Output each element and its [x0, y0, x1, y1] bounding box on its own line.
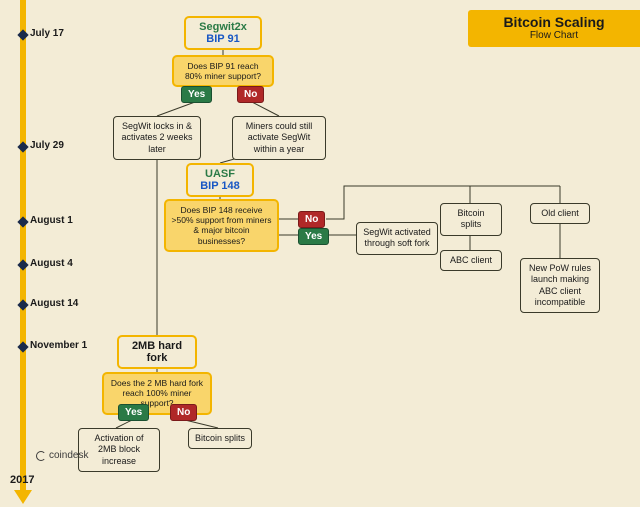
box-bitcoin-splits-2: Bitcoin splits: [188, 428, 252, 449]
event-code: BIP 148: [194, 180, 246, 192]
coindesk-icon: [36, 451, 46, 461]
box-softfork: SegWit activated through soft fork: [356, 222, 438, 255]
yes-badge: Yes: [181, 86, 212, 103]
box-bitcoin-splits: Bitcoin splits: [440, 203, 502, 236]
timeline-year: 2017: [10, 474, 34, 486]
timeline-label: August 1: [30, 215, 73, 226]
no-badge: No: [170, 404, 197, 421]
event-name: UASF: [194, 168, 246, 180]
box-new-pow: New PoW rules launch making ABC client i…: [520, 258, 600, 313]
event-name: Segwit2x: [192, 21, 254, 33]
timeline-label: November 1: [30, 340, 87, 351]
event-uasf: UASF BIP 148: [186, 163, 254, 197]
event-hardfork: 2MB hard fork: [117, 335, 197, 369]
timeline-label: July 29: [30, 140, 64, 151]
timeline-label: August 14: [30, 298, 78, 309]
no-badge: No: [298, 211, 325, 228]
box-2mb-activation: Activation of 2MB block increase: [78, 428, 160, 472]
question-bip148: Does BIP 148 receive >50% support from m…: [164, 199, 279, 252]
yes-badge: Yes: [118, 404, 149, 421]
question-bip91: Does BIP 91 reach 80% miner support?: [172, 55, 274, 87]
box-segwit-locks: SegWit locks in & activates 2 weeks late…: [113, 116, 201, 160]
box-abc-client: ABC client: [440, 250, 502, 271]
event-title: fork: [125, 352, 189, 364]
box-old-client: Old client: [530, 203, 590, 224]
no-badge: No: [237, 86, 264, 103]
event-segwit2x: Segwit2x BIP 91: [184, 16, 262, 50]
brand-coindesk: coindesk: [36, 450, 88, 461]
timeline-bar: [20, 0, 26, 492]
timeline-label: August 4: [30, 258, 73, 269]
chart-header: Bitcoin Scaling Flow Chart: [468, 10, 640, 47]
brand-label: coindesk: [49, 450, 88, 461]
yes-badge: Yes: [298, 228, 329, 245]
chart-subtitle: Flow Chart: [478, 30, 630, 41]
event-title: 2MB hard: [125, 340, 189, 352]
timeline-arrow-icon: [14, 490, 32, 504]
event-code: BIP 91: [192, 33, 254, 45]
timeline-label: July 17: [30, 28, 64, 39]
box-miners-year: Miners could still activate SegWit withi…: [232, 116, 326, 160]
chart-title: Bitcoin Scaling: [478, 14, 630, 30]
